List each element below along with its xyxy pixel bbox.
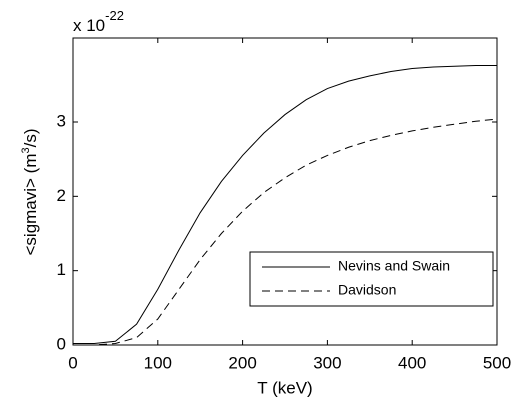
series-line (73, 118, 498, 346)
x-tick-label: 500 (483, 353, 511, 372)
y-scale-exponent: -22 (105, 8, 124, 23)
y-tick-label: 3 (57, 111, 66, 130)
legend-label: Davidson (338, 282, 396, 298)
x-tick-label: 100 (144, 353, 172, 372)
legend-label: Nevins and Swain (338, 258, 450, 274)
x-tick-label: 300 (313, 353, 341, 372)
y-axis-label-text: /s) (21, 128, 40, 147)
x-tick-label: 400 (398, 353, 426, 372)
y-tick-label: 2 (57, 186, 66, 205)
series-line (73, 65, 497, 345)
y-scale-base: x 10 (73, 16, 105, 35)
legend-box (249, 251, 494, 307)
y-tick-label: 0 (57, 334, 66, 353)
y-axis-label-text: <sigmavi> (m (21, 153, 40, 255)
plot-frame (72, 37, 498, 346)
x-tick-label: 0 (68, 353, 77, 372)
y-axis-label-sup: 3 (20, 147, 32, 153)
y-axis-label: <sigmavi> (m3/s) (20, 128, 41, 255)
x-tick-label: 200 (228, 353, 256, 372)
y-tick-label: 1 (57, 260, 66, 279)
x-axis-label: T (keV) (257, 378, 312, 397)
y-scale-label: x 10-22 (73, 8, 124, 35)
